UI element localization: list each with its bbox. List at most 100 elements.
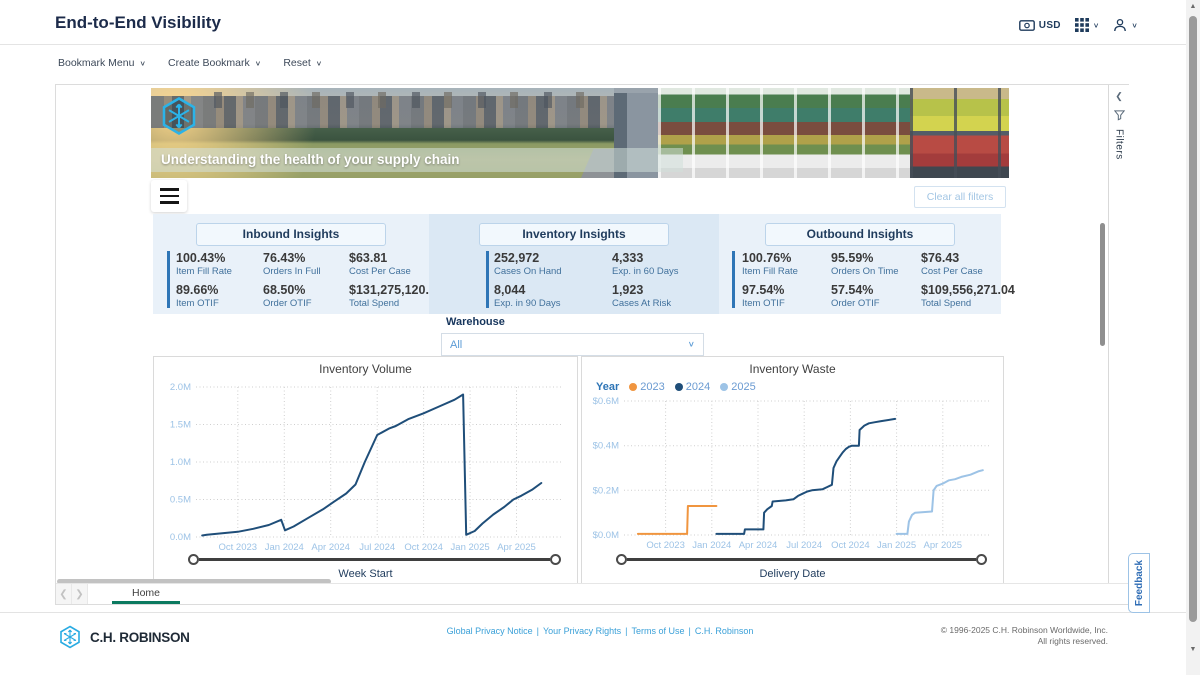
link-chrobinson[interactable]: C.H. Robinson: [694, 626, 754, 636]
inventory-insights-title: Inventory Insights: [479, 223, 669, 246]
svg-text:Jul 2024: Jul 2024: [786, 540, 822, 551]
filters-panel-label: Filters: [1113, 129, 1125, 160]
warehouse-filter-label: Warehouse: [446, 316, 505, 328]
svg-text:1.0M: 1.0M: [170, 457, 191, 468]
tab-home[interactable]: Home: [112, 584, 180, 604]
chevron-down-icon: ∨: [254, 58, 262, 67]
delivery-date-range-slider: [616, 551, 987, 567]
footer-divider: [0, 612, 1200, 613]
header-actions: USD ∨ ∨: [1018, 18, 1138, 32]
bookmark-toolbar: Bookmark Menu ∨ Create Bookmark ∨ Reset ∨: [58, 57, 322, 69]
chevron-down-icon: ∨: [687, 340, 695, 349]
svg-text:1.5M: 1.5M: [170, 419, 191, 430]
kpi-item: 89.66% Item OTIF: [176, 283, 219, 309]
legend-title: Year: [596, 380, 620, 393]
banner-caption: Understanding the health of your supply …: [151, 148, 683, 172]
svg-text:Jul 2024: Jul 2024: [359, 542, 395, 552]
svg-text:Apr 2025: Apr 2025: [924, 540, 963, 551]
svg-text:Jan 2024: Jan 2024: [265, 542, 304, 552]
report-vertical-scrollbar[interactable]: [1100, 223, 1105, 346]
inventory-volume-chart: 0.0M 0.5M 1.0M 1.5M 2.0M Oct 2023 Jan 2024 Apr …: [170, 382, 563, 552]
inbound-insights-title: Inbound Insights: [196, 223, 386, 246]
banner-produce-trailer: [657, 88, 911, 178]
chevron-down-icon: ∨: [1131, 20, 1138, 29]
legend-entry-2024[interactable]: 2024: [674, 381, 710, 393]
chart-x-axis-label: Week Start: [338, 568, 393, 581]
currency-label: USD: [1038, 19, 1061, 31]
account-menu-button[interactable]: ∨: [1113, 18, 1138, 32]
chrobinson-hexagon-logo: [162, 97, 196, 135]
slider-track[interactable]: [627, 557, 976, 561]
insights-strip: Inbound Insights 100.43% Item Fill Rate 7…: [153, 214, 1015, 314]
svg-text:Oct 2023: Oct 2023: [219, 542, 258, 552]
accent-bar: [486, 251, 489, 308]
menu-button[interactable]: [151, 180, 187, 212]
legend-dot: [720, 382, 729, 391]
footer-copyright: © 1996-2025 C.H. Robinson Worldwide, Inc…: [940, 625, 1108, 646]
legend-entry-2023[interactable]: 2023: [629, 381, 665, 393]
create-bookmark-button[interactable]: Create Bookmark ∨: [168, 57, 262, 69]
chart-title: Inventory Volume: [319, 362, 412, 376]
scroll-down-arrow[interactable]: ▼: [1189, 646, 1197, 653]
chart-title: Inventory Waste: [749, 362, 836, 376]
svg-text:0.5M: 0.5M: [170, 494, 191, 505]
banner-produce-cabinet: [910, 88, 1009, 178]
filter-funnel-icon: [1113, 110, 1125, 121]
link-terms-of-use[interactable]: Terms of Use: [631, 626, 685, 636]
bookmark-menu-button[interactable]: Bookmark Menu ∨: [58, 57, 147, 69]
link-global-privacy-notice[interactable]: Global Privacy Notice: [446, 626, 533, 636]
footer-brand-text: C.H. ROBINSON: [90, 629, 190, 645]
svg-text:$0.2M: $0.2M: [593, 485, 619, 496]
warehouse-dropdown[interactable]: All ∨: [441, 333, 704, 356]
svg-text:Oct 2023: Oct 2023: [646, 540, 685, 551]
svg-text:Apr 2025: Apr 2025: [497, 542, 536, 552]
page-scrollbar-thumb[interactable]: [1189, 16, 1197, 622]
kpi-item: 8,044 Exp. in 90 Days: [494, 283, 561, 309]
kpi-item: 100.43% Item Fill Rate: [176, 251, 232, 277]
filters-panel-collapsed: ❮ Filters: [1108, 85, 1129, 604]
feedback-button[interactable]: Feedback: [1128, 553, 1150, 613]
legend-entry-2025[interactable]: 2025: [720, 381, 756, 393]
prev-page-button[interactable]: ❮: [56, 584, 72, 604]
page-title: End-to-End Visibility: [55, 13, 221, 32]
banner-truck-scene: [614, 88, 1009, 178]
expand-filters-icon[interactable]: ❮: [1115, 91, 1123, 101]
apps-menu-button[interactable]: ∨: [1074, 18, 1100, 32]
reset-button[interactable]: Reset ∨: [283, 57, 323, 69]
scroll-up-arrow[interactable]: ▲: [1189, 3, 1197, 10]
inventory-insights-panel: Inventory Insights 252,972 Cases On Hand …: [429, 214, 719, 314]
svg-text:Jan 2025: Jan 2025: [877, 540, 916, 551]
report-horizontal-scrollbar[interactable]: [57, 579, 331, 584]
next-page-button[interactable]: ❯: [72, 584, 88, 604]
grid-icon: [1074, 18, 1089, 32]
clear-all-filters-button[interactable]: Clear all filters: [914, 186, 1006, 208]
svg-text:$0.0M: $0.0M: [593, 530, 619, 541]
inventory-waste-chart: $0.0M $0.2M $0.4M $0.6M Oct 2023 Jan 2024 Apr …: [593, 396, 989, 551]
svg-text:0.0M: 0.0M: [170, 532, 191, 543]
slider-handle-left[interactable]: [616, 553, 627, 565]
link-your-privacy-rights[interactable]: Your Privacy Rights: [542, 626, 622, 636]
page-scrollbar[interactable]: ▲ ▼: [1186, 0, 1200, 675]
currency-selector[interactable]: USD: [1018, 19, 1061, 31]
kpi-item: 76.43% Orders In Full: [263, 251, 321, 277]
outbound-insights-title: Outbound Insights: [765, 223, 955, 246]
report-page-tabbar: ❮ ❯ Home: [56, 583, 1128, 604]
inbound-insights-panel: Inbound Insights 100.43% Item Fill Rate 7…: [153, 214, 443, 314]
chart-x-axis-label: Delivery Date: [759, 568, 826, 581]
chevron-down-icon: ∨: [315, 58, 323, 67]
kpi-item: 4,333 Exp. in 60 Days: [612, 251, 679, 277]
slider-handle-right[interactable]: [550, 553, 561, 565]
slider-handle-left[interactable]: [188, 553, 199, 565]
chevron-down-icon: ∨: [1092, 20, 1100, 29]
footer-links: Global Privacy Notice | Your Privacy Right…: [446, 626, 754, 636]
kpi-item: $131,275,120.00 Total Spend: [349, 283, 443, 309]
kpi-item: 1,923 Cases At Risk: [612, 283, 672, 309]
outbound-insights-panel: Outbound Insights 100.76% Item Fill Rate …: [719, 214, 1015, 314]
kpi-item: 97.54% Item OTIF: [742, 283, 785, 309]
kpi-item: 57.54% Order OTIF: [831, 283, 880, 309]
slider-handle-right[interactable]: [976, 553, 987, 565]
slider-track[interactable]: [199, 557, 550, 561]
svg-text:Jan 2025: Jan 2025: [451, 542, 490, 552]
footer-brand: C.H. ROBINSON: [58, 625, 190, 649]
